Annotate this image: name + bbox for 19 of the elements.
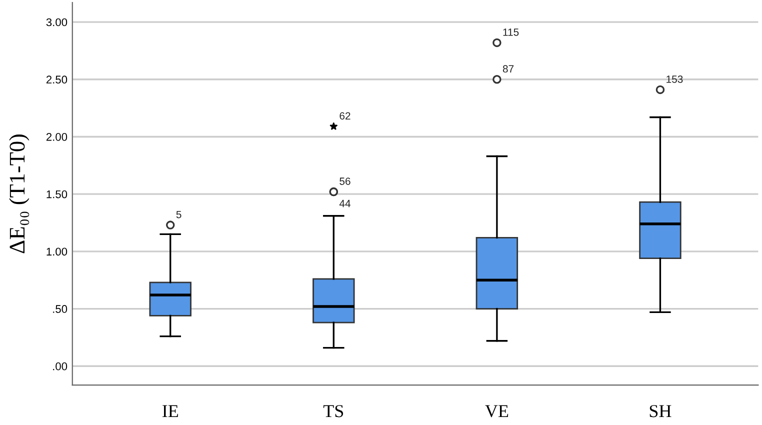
y-tick-label: 2.50 — [46, 76, 68, 84]
x-tick-label: TS — [323, 405, 344, 418]
x-tick-label: SH — [650, 405, 672, 418]
y-tick-label: .00 — [53, 362, 68, 370]
annotation: 44 — [339, 200, 350, 208]
annotation: 5 — [176, 210, 182, 218]
annotation: 115 — [503, 28, 519, 36]
annotation: 153 — [666, 76, 683, 83]
annotation: 87 — [502, 65, 514, 73]
annotation: 56 — [340, 178, 350, 185]
y-tick-label: 3.00 — [46, 18, 68, 26]
y-axis-title: ΔE₀₀ (T1-T0) — [9, 134, 30, 254]
y-tick-label: 1.50 — [46, 190, 68, 198]
x-tick-label: VE — [485, 405, 508, 418]
y-tick-label: .50 — [53, 305, 68, 313]
y-tick-label: 1.00 — [46, 248, 68, 256]
y-tick-label: 2.00 — [46, 133, 68, 141]
annotation: 62 — [340, 112, 350, 120]
x-tick-label: IE — [162, 405, 178, 418]
